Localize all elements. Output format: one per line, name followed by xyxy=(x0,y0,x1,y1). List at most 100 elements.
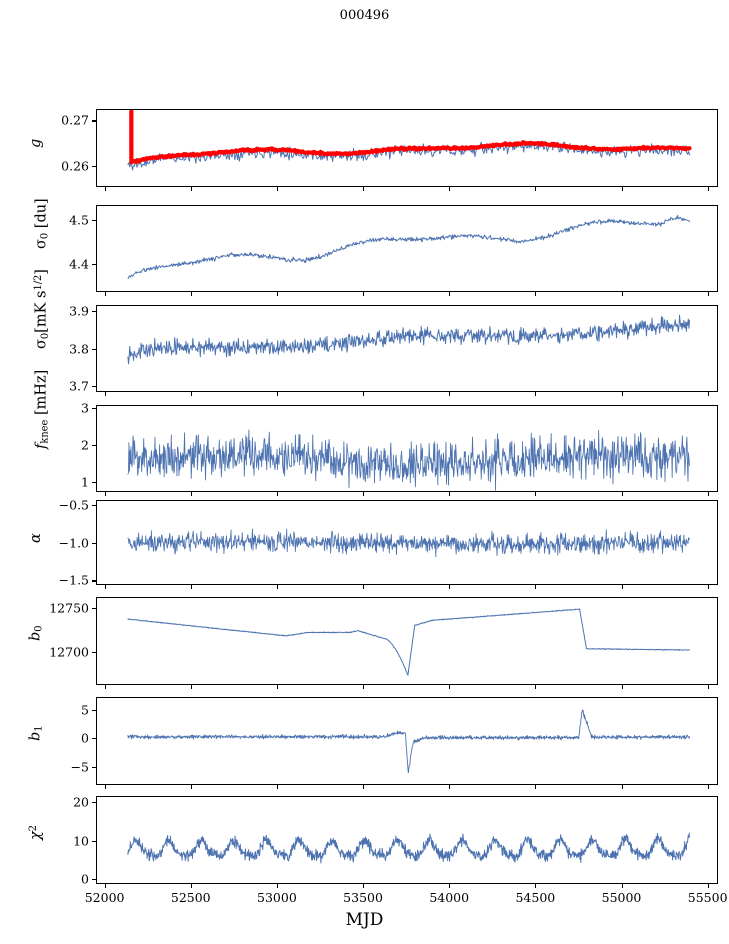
plot-panel-b1 xyxy=(96,697,718,785)
x-tick-label: 52500 xyxy=(170,890,211,905)
y-tick-mark xyxy=(92,263,96,265)
x-tick-mark xyxy=(190,187,192,191)
x-tick-mark xyxy=(449,392,451,396)
x-tick-label: 54500 xyxy=(515,890,556,905)
x-tick-mark xyxy=(535,292,537,296)
x-tick-mark xyxy=(707,884,709,888)
x-tick-mark xyxy=(621,685,623,689)
plot-panel-sigma0-du xyxy=(96,205,718,292)
x-tick-mark xyxy=(707,392,709,396)
x-tick-mark xyxy=(190,884,192,888)
y-tick-mark xyxy=(92,607,96,609)
y-tick-mark xyxy=(92,542,96,544)
series-b1 xyxy=(127,709,690,774)
plot-panel-b0 xyxy=(96,597,718,685)
x-tick-mark xyxy=(535,492,537,496)
series-sigma0mK xyxy=(127,314,691,365)
y-tick-mark xyxy=(92,879,96,881)
x-tick-mark xyxy=(104,585,106,589)
y-tick-label-b1: 0 xyxy=(81,730,89,746)
x-tick-mark xyxy=(621,884,623,888)
series-sigma0du xyxy=(127,214,691,279)
x-tick-mark xyxy=(190,685,192,689)
x-tick-mark xyxy=(449,492,451,496)
x-tick-mark xyxy=(363,492,365,496)
x-tick-mark xyxy=(363,884,365,888)
series-fknee xyxy=(127,429,690,491)
x-tick-mark xyxy=(276,292,278,296)
y-tick-label-sigma0-du: 4.4 xyxy=(69,256,89,272)
x-tick-mark xyxy=(104,492,106,496)
x-tick-mark xyxy=(621,187,623,191)
y-tick-mark xyxy=(92,766,96,768)
x-tick-mark xyxy=(190,292,192,296)
y-tick-label-b0: 12750 xyxy=(49,600,89,616)
x-tick-mark xyxy=(363,685,365,689)
x-tick-mark xyxy=(190,392,192,396)
x-tick-mark xyxy=(449,685,451,689)
x-tick-mark xyxy=(104,785,106,789)
x-tick-mark xyxy=(363,392,365,396)
x-tick-mark xyxy=(707,292,709,296)
x-tick-mark xyxy=(535,392,537,396)
y-tick-label-sigma0-mK: 3.7 xyxy=(69,378,89,394)
x-tick-mark xyxy=(276,585,278,589)
x-tick-mark xyxy=(449,884,451,888)
y-tick-mark xyxy=(92,481,96,483)
y-tick-mark xyxy=(92,738,96,740)
x-tick-mark xyxy=(707,585,709,589)
x-tick-mark xyxy=(276,685,278,689)
plot-panel-g xyxy=(96,109,718,187)
x-tick-mark xyxy=(621,492,623,496)
x-tick-mark xyxy=(449,585,451,589)
x-tick-label: 53500 xyxy=(343,890,383,905)
y-tick-mark xyxy=(92,504,96,506)
y-tick-label-b0: 12700 xyxy=(49,644,89,660)
y-tick-label-sigma0-du: 4.5 xyxy=(69,212,89,228)
x-tick-mark xyxy=(535,884,537,888)
x-tick-mark xyxy=(707,187,709,191)
x-tick-mark xyxy=(104,392,106,396)
x-axis-label: MJD xyxy=(345,910,384,930)
plot-panel-fknee xyxy=(96,405,718,492)
y-tick-mark xyxy=(92,709,96,711)
y-tick-label-fknee: 3 xyxy=(81,400,89,416)
x-tick-mark xyxy=(190,585,192,589)
y-tick-mark xyxy=(92,407,96,410)
y-tick-mark xyxy=(92,801,96,803)
x-tick-mark xyxy=(276,187,278,191)
x-tick-mark xyxy=(190,785,192,789)
y-tick-mark xyxy=(92,840,96,842)
x-tick-label: 55000 xyxy=(601,890,642,905)
x-tick-mark xyxy=(535,187,537,191)
y-tick-mark xyxy=(92,348,96,350)
y-tick-label-sigma0-mK: 3.8 xyxy=(69,341,89,356)
y-tick-label-chi2: 10 xyxy=(73,833,89,849)
y-tick-mark xyxy=(92,120,96,122)
x-tick-mark xyxy=(535,785,537,789)
x-tick-mark xyxy=(276,492,278,496)
x-tick-mark xyxy=(363,785,365,789)
y-tick-label-alpha: −1.5 xyxy=(58,572,89,588)
x-tick-mark xyxy=(276,392,278,396)
y-tick-label-fknee: 1 xyxy=(81,474,89,490)
y-tick-label-chi2: 0 xyxy=(81,871,89,887)
y-tick-label-g: 0.27 xyxy=(61,112,89,128)
y-tick-label-b1: 5 xyxy=(81,702,89,718)
x-tick-mark xyxy=(363,585,365,589)
x-tick-mark xyxy=(621,292,623,296)
x-tick-mark xyxy=(707,492,709,496)
x-tick-label: 55500 xyxy=(687,890,728,905)
x-tick-mark xyxy=(621,392,623,396)
x-tick-mark xyxy=(104,187,106,191)
y-tick-label-b1: −5 xyxy=(70,759,89,775)
series-b0 xyxy=(127,608,691,676)
x-tick-label: 54000 xyxy=(429,890,470,905)
x-tick-mark xyxy=(707,785,709,789)
plot-panel-sigma0-mK xyxy=(96,305,718,392)
x-tick-label: 53000 xyxy=(257,890,297,905)
y-tick-label-fknee: 2 xyxy=(81,437,89,453)
y-tick-mark xyxy=(92,310,96,312)
x-tick-mark xyxy=(276,785,278,789)
